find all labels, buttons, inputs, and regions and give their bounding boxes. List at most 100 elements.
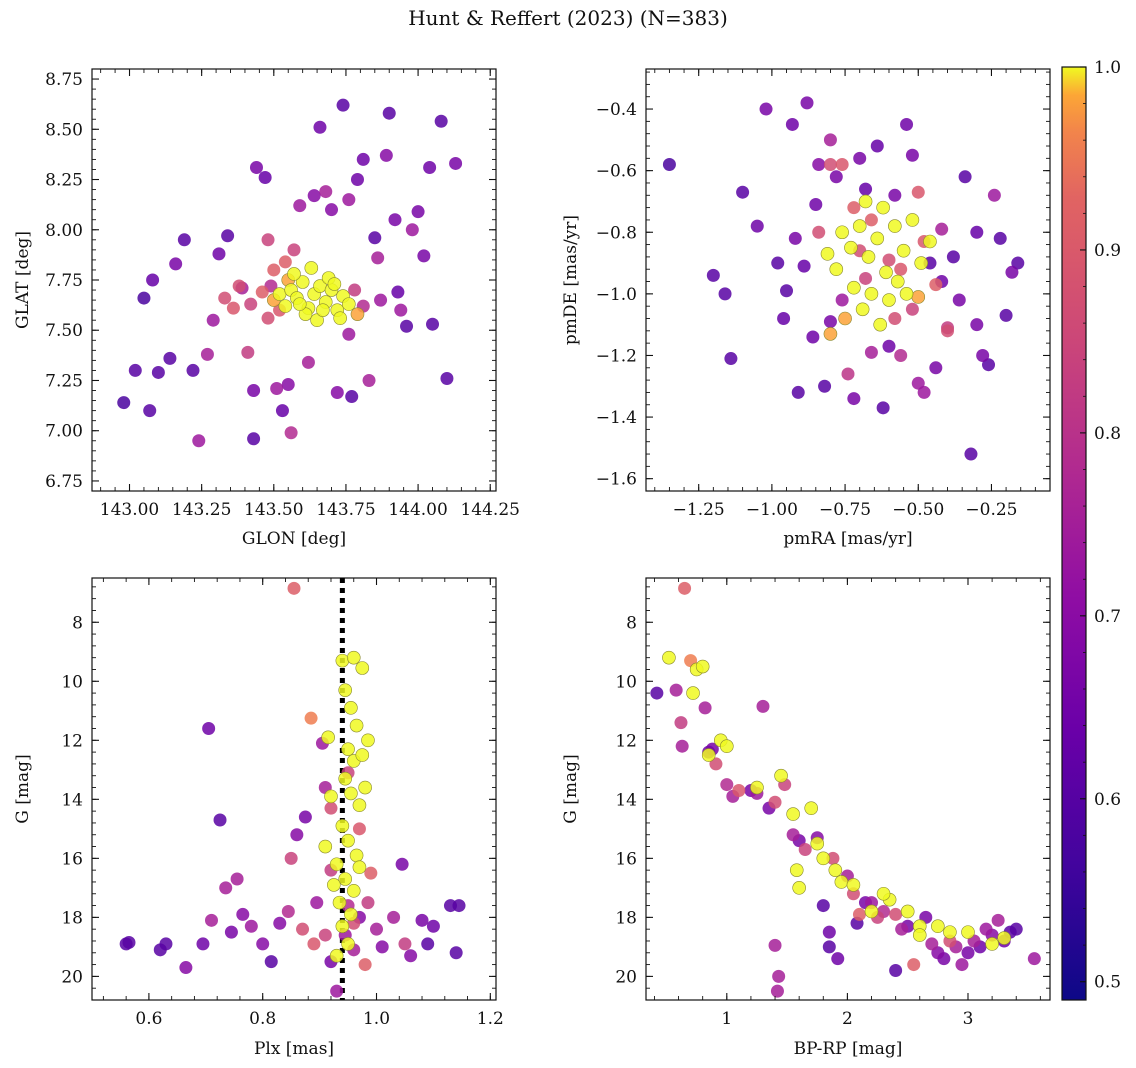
panel-pm-point [864, 345, 878, 359]
panel-glon-glat-xtick-label: 143.00 [100, 500, 159, 520]
colorbar-tick-label: 0.7 [1094, 607, 1121, 627]
panel-glon-glat-point [374, 293, 388, 307]
panel-plx-g-point [304, 711, 318, 725]
panel-pm-frame [645, 68, 1051, 492]
panel-pm-point [662, 157, 676, 171]
panel-cmd-ytick-label: 18 [615, 908, 637, 928]
panel-glon-glat-point [249, 160, 263, 174]
panel-cmd-point [674, 716, 688, 730]
panel-glon-glat-ytick-label: 8.25 [45, 171, 83, 191]
panel-pm-point [812, 157, 826, 171]
panel-plx-g-ylabel: G [mag] [13, 754, 33, 823]
panel-plx-g-frame [91, 577, 497, 1001]
panel-plx-g-point [329, 948, 344, 963]
panel-pm-point [905, 148, 919, 162]
panel-pm-point [888, 219, 902, 233]
panel-glon-glat-point [192, 434, 206, 448]
panel-pm-xtick-label: −0.50 [892, 500, 944, 520]
panel-pm-point [864, 213, 878, 227]
panel-pm-point [1011, 256, 1025, 270]
panel-pm-point [859, 271, 873, 285]
panel-pm-point [724, 352, 738, 366]
panel-glon-glat-point [293, 199, 307, 213]
panel-pm-ytick-label: −1.2 [596, 346, 637, 366]
panel-pm-point [882, 253, 896, 267]
panel-glon-glat-point [342, 327, 356, 341]
panel-cmd-point [768, 938, 782, 952]
panel-pm-xlabel: pmRA [mas/yr] [783, 529, 912, 549]
panel-plx-g-point [204, 913, 218, 927]
panel-cmd-point [695, 659, 710, 674]
panel-plx-g-point [452, 899, 466, 913]
panel-plx-g-point [358, 958, 372, 972]
panel-glon-glat-point [151, 365, 165, 379]
panel-cmd-point [786, 807, 800, 821]
panel-glon-glat-point [440, 371, 454, 385]
panel-pm-point [785, 117, 799, 131]
panel-plx-g-point [159, 937, 173, 951]
panel-glon-glat-point [316, 303, 330, 317]
panel-pm-point [841, 367, 855, 381]
panel-plx-g-point [273, 916, 287, 930]
panel-pm-point [736, 185, 750, 199]
panel-glon-glat-point [169, 257, 183, 271]
panel-plx-g-xlabel: Plx [mas] [254, 1039, 334, 1059]
panel-cmd-point [772, 969, 786, 983]
panel-plx-g-point [341, 833, 355, 848]
panel-pm-point [864, 287, 879, 301]
panel-pm-point [982, 358, 996, 372]
panel-cmd-ytick-label: 10 [615, 672, 637, 692]
panel-glon-glat-point [348, 283, 362, 297]
panel-cmd-point [1009, 922, 1023, 936]
panel-pm-point [771, 256, 785, 270]
panel-cmd-point [732, 783, 746, 797]
panel-plx-g-point [281, 904, 295, 918]
panel-glon-glat-ytick-label: 7.00 [45, 422, 83, 442]
panel-glon-glat-point [423, 160, 437, 174]
panel-glon-glat-point [327, 277, 342, 291]
panel-glon-glat-point [270, 382, 284, 396]
panel-plx-g-xtick-label: 0.8 [249, 1009, 276, 1029]
panel-pm-point [952, 293, 966, 307]
panel-pm-point [923, 234, 937, 249]
panel-pm-point [823, 315, 837, 329]
panel-glon-glat-point [128, 363, 142, 377]
panel-pm-point [780, 284, 794, 298]
panel-pm-point [941, 324, 955, 338]
panel-glon-glat-point [117, 396, 131, 410]
panel-cmd-point [912, 928, 927, 942]
panel-glon-glat-point [255, 285, 269, 299]
panel-plx-g-ytick-label: 16 [61, 849, 83, 869]
panel-cmd-point [889, 907, 903, 921]
panel-glon-glat-point [345, 390, 359, 404]
panel-pm-point [905, 213, 920, 227]
panel-plx-g-point [341, 937, 355, 951]
panel-glon-glat-point [400, 319, 414, 333]
panel-pm-xtick-label: −1.25 [673, 500, 725, 520]
panel-plx-g-ytick-label: 18 [61, 908, 83, 928]
panel-pm-point [888, 188, 902, 202]
panel-cmd-point [822, 925, 836, 939]
panel-glon-glat-point [261, 311, 275, 325]
panel-cmd-point [1027, 952, 1041, 966]
panel-pm-point [847, 201, 861, 215]
panel-plx-g-point [321, 730, 335, 745]
panel-glon-glat-xtick-label: 143.75 [316, 500, 375, 520]
panel-cmd-point [979, 922, 993, 936]
panel-pm-point [882, 293, 896, 307]
panel-glon-glat-point [137, 291, 151, 305]
colorbar-tick-label: 0.8 [1094, 424, 1121, 444]
panel-cmd-point [961, 925, 975, 939]
panel-glon-glat-point [267, 263, 281, 277]
panel-pm-xtick-label: −0.25 [965, 500, 1017, 520]
panel-plx-g-point [449, 946, 463, 960]
panel-glon-glat-xtick-label: 144.00 [388, 500, 447, 520]
panel-pm-point [999, 308, 1013, 322]
panel-pm-point [823, 157, 837, 171]
panel-cmd-point [895, 922, 909, 936]
panel-glon-glat-point [368, 231, 382, 245]
colorbar-tick-label: 0.9 [1094, 241, 1121, 261]
panel-glon-glat-point [405, 223, 419, 237]
